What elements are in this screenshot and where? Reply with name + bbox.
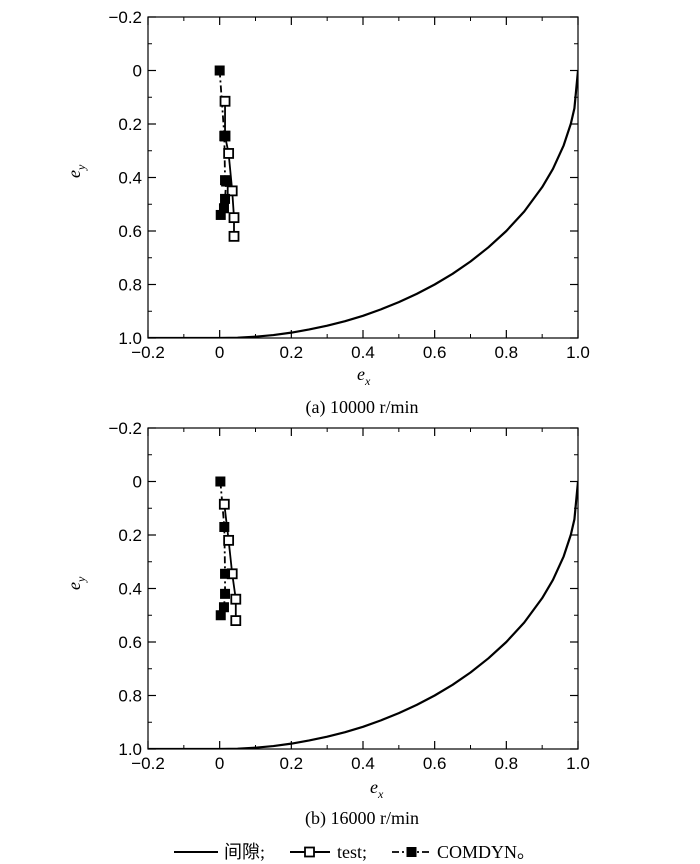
- chart-a-y-ticks: −0.2 0 0.2 0.4 0.6 0.8 1.0: [108, 8, 578, 348]
- chart-a-x-tick-label: 1.0: [566, 343, 590, 362]
- chart-b-comdyn-point: [219, 521, 230, 532]
- chart-a-test-point: [226, 185, 238, 197]
- chart-a-x-axis-label: ex: [357, 364, 371, 388]
- chart-b-comdyn-point: [220, 588, 231, 599]
- chart-b-caption: (b) 16000 r/min: [305, 808, 419, 829]
- chart-a-y-tick-label: 0: [133, 62, 142, 81]
- legend-item-gap: 间隙;: [174, 842, 265, 862]
- chart-b-y-axis-label: ey: [64, 576, 88, 590]
- chart-a-y-tick-label: 0.6: [118, 222, 142, 241]
- chart-b-y-ticks: −0.2 0 0.2 0.4 0.6 0.8 1.0: [108, 419, 578, 759]
- chart-b-y-tick-label: 0.6: [118, 633, 142, 652]
- chart-a-x-tick-label: 0.2: [280, 343, 304, 362]
- chart-a-y-tick-label: 0.4: [118, 169, 142, 188]
- chart-b-test-point: [230, 593, 242, 605]
- chart-a-series: [148, 65, 578, 338]
- chart-a-test-point: [228, 230, 240, 242]
- chart-a-x-tick-label: 0: [215, 343, 224, 362]
- legend-test-marker: [304, 846, 315, 858]
- chart-a-y-tick-label: 0.2: [118, 115, 142, 134]
- chart-b-test-point: [218, 498, 230, 510]
- chart-a-x-ticks: −0.2 0 0.2 0.4 0.6 0.8 1.0: [131, 17, 590, 362]
- legend: 间隙; test; COMDYN。: [174, 842, 535, 862]
- chart-a-x-tick-label: −0.2: [131, 343, 165, 362]
- chart-b-y-tick-label: 0: [133, 473, 142, 492]
- chart-a-caption: (a) 10000 r/min: [306, 397, 419, 418]
- chart-a-y-tick-label: 1.0: [118, 329, 142, 348]
- legend-gap-label: 间隙;: [224, 842, 265, 862]
- chart-a-y-tick-label: 0.8: [118, 276, 142, 295]
- chart-a-y-axis-label: ey: [64, 164, 88, 178]
- chart-b-y-tick-label: 0.8: [118, 687, 142, 706]
- chart-b-comdyn-point: [215, 610, 226, 621]
- chart-b-comdyn-point: [215, 476, 226, 487]
- chart-b-x-tick-label: 0.4: [351, 754, 375, 773]
- chart-b-test-point: [223, 534, 235, 546]
- chart-b-x-axis-label: ex: [370, 777, 384, 801]
- chart-b-y-tick-label: 1.0: [118, 740, 142, 759]
- chart-b-x-tick-label: 0: [215, 754, 224, 773]
- chart-a-comdyn-point: [215, 209, 226, 220]
- chart-a-comdyn-line: [218, 70, 228, 216]
- chart-b-x-tick-label: 0.6: [423, 754, 447, 773]
- legend-comdyn-label: COMDYN。: [437, 842, 535, 862]
- chart-b-x-tick-label: 1.0: [566, 754, 590, 773]
- chart-b-comdyn-point: [220, 568, 231, 579]
- chart-a-x-tick-label: 0.8: [495, 343, 519, 362]
- chart-a-comdyn-point: [220, 193, 231, 204]
- chart-a-x-tick-label: 0.4: [351, 343, 375, 362]
- legend-item-test: test;: [290, 842, 367, 862]
- chart-a-test-point: [228, 212, 240, 224]
- chart-b-x-tick-label: 0.2: [280, 754, 304, 773]
- legend-item-comdyn: COMDYN。: [392, 842, 535, 862]
- chart-b-y-tick-label: −0.2: [108, 419, 142, 438]
- chart-a-gap-line: [148, 70, 578, 338]
- chart-a-comdyn-point: [221, 176, 232, 187]
- chart-b-x-tick-label: 0.8: [495, 754, 519, 773]
- chart-a-plot-frame: [147, 16, 579, 339]
- chart-b: −0.2 0 0.2 0.4 0.6 0.8 1.0 −0.2 0 0.2 0.4 0.6 0.8 1.…: [64, 419, 590, 829]
- chart-b-y-tick-label: 0.2: [118, 526, 142, 545]
- chart-b-y-tick-label: 0.4: [118, 580, 142, 599]
- legend-test-label: test;: [337, 842, 367, 862]
- chart-b-gap-line: [148, 481, 578, 749]
- legend-comdyn-marker: [406, 847, 417, 857]
- chart-b-x-ticks: −0.2 0 0.2 0.4 0.6 0.8 1.0: [131, 428, 590, 773]
- chart-a-x-tick-label: 0.6: [423, 343, 447, 362]
- chart-b-x-tick-label: −0.2: [131, 754, 165, 773]
- chart-a-test-point: [223, 148, 235, 159]
- chart-b-test-point: [230, 615, 242, 626]
- chart-a-comdyn-point: [214, 65, 225, 76]
- chart-a: −0.2 0 0.2 0.4 0.6 0.8 1.0 −0.2 0 0.2 0.4 0.6 0.8 1.…: [64, 8, 590, 418]
- chart-b-plot-frame: [147, 427, 579, 750]
- chart-a-test-point: [219, 95, 231, 107]
- chart-a-y-tick-label: −0.2: [108, 8, 142, 27]
- chart-a-comdyn-point: [219, 131, 230, 142]
- chart-b-series: [148, 476, 578, 749]
